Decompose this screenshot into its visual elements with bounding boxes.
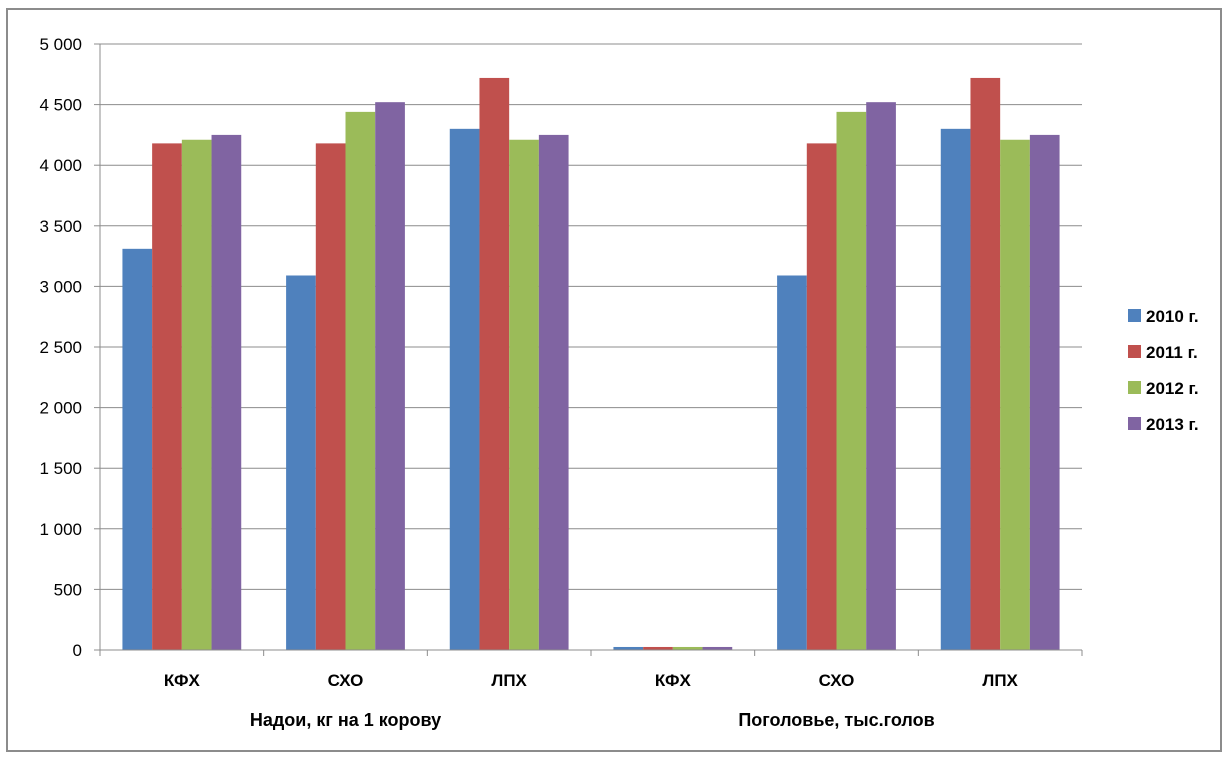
y-tick-label: 3 500 [39, 217, 82, 236]
x-category-label: КФХ [655, 671, 692, 690]
bar [286, 275, 316, 650]
y-tick-label: 500 [54, 580, 82, 599]
y-axis-ticks: 0 500 1 000 1 500 2 000 2 500 3 000 3 500 4 000 4… [39, 35, 100, 660]
bar [509, 139, 539, 651]
bar [1029, 134, 1060, 650]
bars [122, 77, 1060, 651]
legend-label: 2010 г. [1146, 307, 1199, 326]
x-group-label: Поголовье, тыс.голов [738, 710, 934, 730]
x-group-label: Надои, кг на 1 корову [250, 710, 441, 730]
bar [181, 139, 212, 651]
x-category-label: СХО [819, 671, 855, 690]
chart-frame: 0 500 1 000 1 500 2 000 2 500 3 000 3 500 4 000 4… [6, 8, 1222, 752]
legend: 2010 г. 2011 г. 2012 г. 2013 г. [1128, 307, 1199, 434]
axes [99, 44, 1083, 656]
bar [702, 646, 733, 650]
legend-swatch [1128, 309, 1141, 322]
y-tick-label: 1 500 [39, 459, 82, 478]
bar [806, 143, 837, 650]
y-tick-label: 5 000 [39, 35, 82, 54]
bar [970, 77, 1001, 651]
x-axis-categories: КФХ СХО ЛПХ КФХ СХО ЛПХ [164, 671, 1019, 690]
bar [836, 111, 867, 650]
legend-label: 2011 г. [1146, 343, 1198, 362]
bar [152, 143, 182, 650]
legend-swatch [1128, 417, 1141, 430]
bar [315, 143, 346, 650]
x-category-label: КФХ [164, 671, 201, 690]
bar [538, 134, 569, 650]
bar [345, 111, 376, 650]
gridlines [100, 43, 1082, 590]
x-category-label: ЛПХ [491, 671, 527, 690]
bar [866, 102, 896, 650]
bar [211, 134, 242, 650]
bar [375, 102, 405, 650]
bar [777, 275, 807, 650]
legend-swatch [1128, 381, 1141, 394]
bar [613, 646, 644, 650]
y-tick-label: 2 500 [39, 338, 82, 357]
x-category-label: СХО [328, 671, 364, 690]
bar [643, 646, 673, 650]
bar [672, 646, 703, 650]
y-tick-label: 2 000 [39, 399, 82, 418]
bar [1000, 139, 1030, 651]
y-tick-label: 0 [73, 641, 82, 660]
legend-label: 2012 г. [1146, 379, 1199, 398]
y-tick-label: 4 500 [39, 96, 82, 115]
bar-chart: 0 500 1 000 1 500 2 000 2 500 3 000 3 500 4 000 4… [39, 35, 1199, 730]
legend-swatch [1128, 345, 1141, 358]
x-category-label: ЛПХ [982, 671, 1018, 690]
y-tick-label: 4 000 [39, 156, 82, 175]
x-axis-groups: Надои, кг на 1 корову Поголовье, тыс.голо… [250, 710, 935, 730]
bar [449, 128, 480, 651]
bar [479, 77, 510, 651]
y-tick-label: 1 000 [39, 520, 82, 539]
bar [122, 248, 153, 650]
bar [940, 128, 971, 651]
y-tick-label: 3 000 [39, 277, 82, 296]
legend-label: 2013 г. [1146, 415, 1199, 434]
